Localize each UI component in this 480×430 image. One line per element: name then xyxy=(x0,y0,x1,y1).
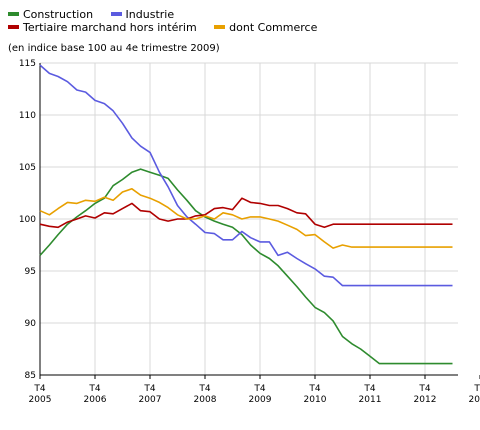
legend-swatch-commerce xyxy=(214,25,226,29)
y-tick-label: 100 xyxy=(19,215,36,225)
legend-row-2: Tertiaire marchand hors intérim dont Com… xyxy=(8,21,331,34)
series-line-industrie xyxy=(39,64,453,287)
legend-item-industrie: Industrie xyxy=(110,8,175,21)
series-line-tertiaire-marchand-hors-int-rim xyxy=(39,197,453,229)
legend-item-commerce: dont Commerce xyxy=(214,21,317,34)
x-tick-label-year: 2006 xyxy=(84,395,107,405)
x-tick-label-quarter: T4 xyxy=(33,384,45,394)
legend-swatch-industrie xyxy=(110,12,122,16)
y-tick-label: 90 xyxy=(25,319,37,329)
x-tick-label-year: 2012 xyxy=(414,395,437,405)
x-tick-label-quarter: T4 xyxy=(88,384,100,394)
series-line-construction xyxy=(39,168,453,365)
x-tick-label-quarter: T4 xyxy=(308,384,320,394)
legend-row-1: Construction Industrie xyxy=(8,8,331,21)
x-tick-label-year: 2011 xyxy=(359,395,382,405)
x-tick-label-year: 2010 xyxy=(304,395,327,405)
x-tick-label-year: 2013 xyxy=(469,395,480,405)
x-tick-label-year: 2009 xyxy=(249,395,272,405)
legend-swatch-tertiaire xyxy=(8,25,19,29)
x-tick-label-quarter: T4 xyxy=(473,384,480,394)
legend: Construction Industrie Tertiaire marchan… xyxy=(8,8,331,34)
x-tick-label-quarter: T4 xyxy=(253,384,265,394)
y-tick-label: 95 xyxy=(25,267,36,277)
legend-label-commerce: dont Commerce xyxy=(229,21,318,34)
legend-label-construction: Construction xyxy=(23,8,94,21)
x-tick-label-quarter: T4 xyxy=(363,384,375,394)
chart-subtitle: (en indice base 100 au 4e trimestre 2009… xyxy=(8,43,220,54)
x-tick-label-year: 2005 xyxy=(29,395,52,405)
legend-label-tertiaire: Tertiaire marchand hors intérim xyxy=(23,21,197,34)
x-tick-label-quarter: T4 xyxy=(143,384,155,394)
x-tick-label-quarter: T4 xyxy=(418,384,430,394)
y-tick-label: 85 xyxy=(25,371,36,381)
legend-item-tertiaire: Tertiaire marchand hors intérim xyxy=(8,21,197,34)
y-tick-label: 115 xyxy=(19,59,36,69)
x-tick-label-year: 2007 xyxy=(139,395,162,405)
legend-item-construction: Construction xyxy=(8,8,93,21)
y-tick-label: 110 xyxy=(19,111,36,121)
legend-swatch-construction xyxy=(8,12,19,16)
legend-label-industrie: Industrie xyxy=(125,8,175,21)
x-tick-label-year: 2008 xyxy=(194,395,217,405)
y-tick-label: 105 xyxy=(19,163,36,173)
series-line-dont-commerce xyxy=(39,188,453,249)
x-tick-label-quarter: T4 xyxy=(198,384,210,394)
